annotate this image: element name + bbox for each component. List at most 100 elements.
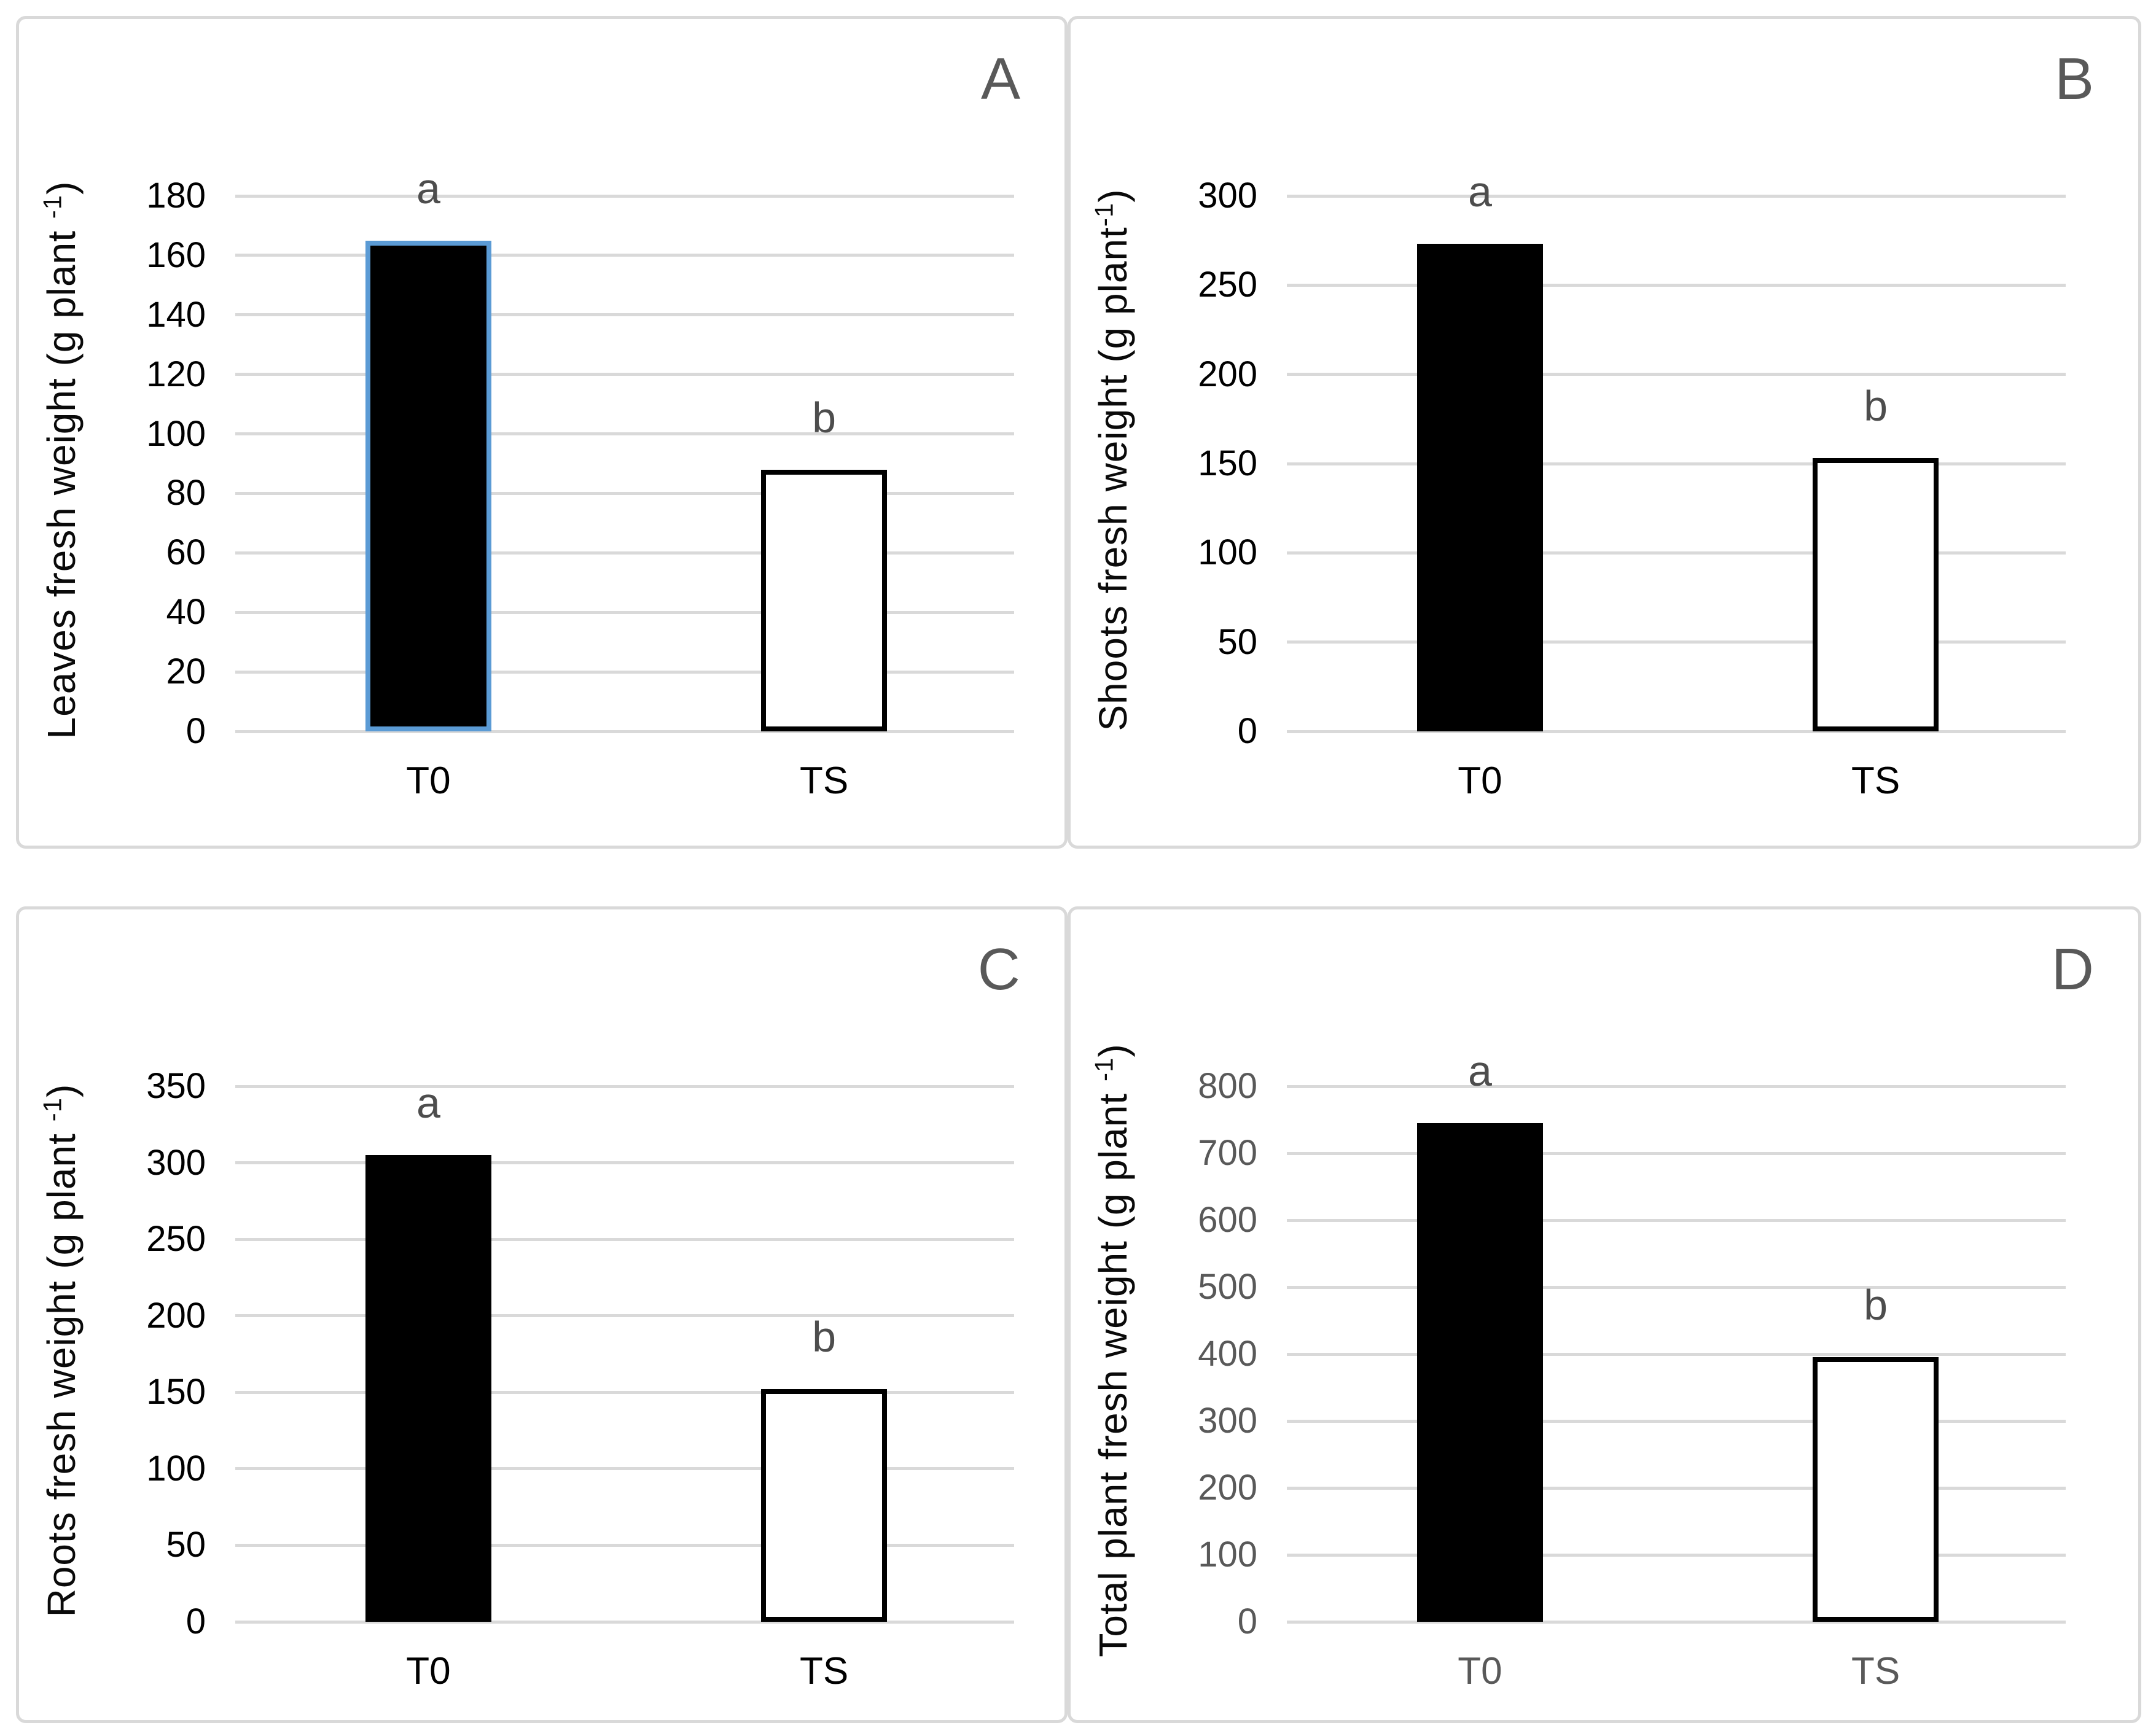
significance-letter: a [1467, 1046, 1492, 1095]
significance-letter: b [812, 1313, 837, 1361]
y-tick-label: 200 [1198, 354, 1257, 394]
gridline [1287, 462, 2066, 465]
significance-letter: b [1864, 382, 1888, 430]
y-tick-label: 140 [146, 294, 206, 335]
bar-ts [1813, 1357, 1939, 1622]
significance-letter: a [1467, 168, 1492, 216]
y-tick-label: 80 [166, 473, 206, 513]
panel-letter-c: C [977, 936, 1020, 1002]
gridline [235, 194, 1014, 198]
category-label-t0: T0 [1458, 760, 1502, 802]
gridline [235, 1543, 1014, 1547]
bar-ts [761, 469, 888, 731]
gridline [235, 551, 1014, 555]
gridline [1287, 373, 2066, 376]
chart-panel-b: B Shoots fresh weight (g plant-1) 0 50 100… [1068, 16, 2141, 849]
category-label-t0: T0 [406, 1650, 451, 1692]
gridline [235, 373, 1014, 376]
y-tick-label: 100 [146, 413, 206, 454]
gridline [235, 1314, 1014, 1318]
y-tick-label: 300 [1198, 1401, 1257, 1441]
gridline [235, 1161, 1014, 1165]
y-tick-label: 60 [166, 532, 206, 573]
category-label-ts: TS [1851, 1650, 1900, 1692]
y-tick-label: 350 [146, 1066, 206, 1106]
category-label-t0: T0 [1458, 1650, 1502, 1692]
y-tick-label: 300 [1198, 176, 1257, 216]
bar-t0 [1416, 1123, 1543, 1622]
y-tick-label: 0 [186, 1602, 206, 1641]
category-label-ts: TS [1851, 760, 1900, 802]
chart-panel-d: D Total plant fresh weight (g plant -1) … [1068, 906, 2141, 1723]
y-tick-label: 50 [1217, 621, 1257, 662]
bar-t0 [1416, 244, 1543, 731]
gridline [1287, 1084, 2066, 1088]
gridline [235, 1390, 1014, 1394]
y-tick-label: 100 [1198, 532, 1257, 573]
panel-letter-d: D [2051, 936, 2094, 1002]
y-tick-label: 200 [146, 1295, 206, 1336]
y-tick-label: 500 [1198, 1267, 1257, 1307]
gridline [1287, 1285, 2066, 1289]
category-label-ts: TS [799, 1650, 849, 1692]
gridline [235, 432, 1014, 436]
y-tick-label: 180 [146, 176, 206, 216]
y-tick-label: 0 [1237, 711, 1257, 751]
bar-t0 [365, 1155, 491, 1622]
bar-t0 [365, 240, 491, 731]
category-label-t0: T0 [406, 760, 451, 802]
y-tick-label: 600 [1198, 1200, 1257, 1240]
significance-letter: a [416, 164, 440, 212]
y-tick-label: 250 [1198, 265, 1257, 305]
significance-letter: b [1864, 1281, 1888, 1329]
gridline [1287, 1151, 2066, 1155]
gridline [235, 1084, 1014, 1088]
gridline [1287, 1218, 2066, 1222]
gridline [235, 1237, 1014, 1241]
gridline [235, 730, 1014, 733]
gridline [235, 1620, 1014, 1624]
gridline [1287, 194, 2066, 198]
gridline [1287, 1553, 2066, 1557]
bar-ts [761, 1389, 888, 1622]
y-tick-label: 400 [1198, 1334, 1257, 1374]
gridline [1287, 640, 2066, 644]
y-tick-label: 160 [146, 235, 206, 275]
y-tick-label: 150 [1198, 443, 1257, 483]
gridline [235, 313, 1014, 317]
y-tick-label: 40 [166, 592, 206, 633]
gridline [1287, 1419, 2066, 1423]
gridline [1287, 1620, 2066, 1624]
chart-panel-a: A Leaves fresh weight (g plant -1) 0 20 40… [16, 16, 1068, 849]
gridline [1287, 1352, 2066, 1356]
y-tick-label: 0 [186, 711, 206, 751]
significance-letter: b [812, 393, 837, 442]
chart-panel-c: C Roots fresh weight (g plant -1) 0 50 100… [16, 906, 1068, 1723]
gridline [235, 254, 1014, 257]
y-tick-label: 700 [1198, 1133, 1257, 1173]
gridline [1287, 1486, 2066, 1490]
y-tick-label: 20 [166, 652, 206, 692]
y-tick-label: 100 [146, 1448, 206, 1489]
y-tick-label: 100 [1198, 1535, 1257, 1574]
gridline [1287, 283, 2066, 287]
y-tick-label: 0 [1237, 1602, 1257, 1641]
y-tick-label: 150 [146, 1372, 206, 1412]
y-tick-label: 120 [146, 354, 206, 394]
category-label-ts: TS [799, 760, 849, 802]
gridline [235, 610, 1014, 614]
y-tick-label: 250 [146, 1219, 206, 1259]
y-tick-label: 300 [146, 1142, 206, 1183]
gridline [235, 491, 1014, 495]
panel-letter-b: B [2054, 46, 2094, 112]
y-tick-label: 800 [1198, 1066, 1257, 1106]
gridline [1287, 551, 2066, 555]
gridline [235, 1467, 1014, 1471]
gridline [235, 670, 1014, 674]
significance-letter: a [416, 1079, 440, 1127]
y-tick-label: 200 [1198, 1468, 1257, 1508]
gridline [1287, 730, 2066, 733]
panel-letter-a: A [980, 46, 1020, 112]
y-tick-label: 50 [166, 1525, 206, 1565]
